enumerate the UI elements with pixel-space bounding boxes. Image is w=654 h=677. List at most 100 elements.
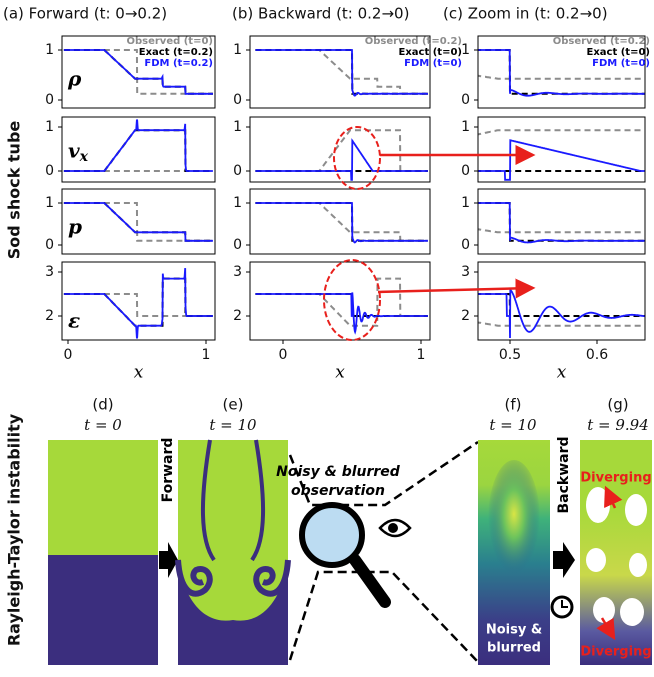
y-tick-label: 0 xyxy=(461,92,470,108)
curve xyxy=(255,203,428,241)
row-label: Rayleigh-Taylor instability xyxy=(5,413,24,646)
y-tick-label: 1 xyxy=(461,195,470,211)
column-title: (b) Backward (t: 0.2→0) xyxy=(232,5,409,23)
curve xyxy=(255,279,428,326)
panel-time: t = 10 xyxy=(209,416,257,434)
x-tick-label: 1 xyxy=(417,347,426,363)
curve xyxy=(255,294,428,316)
y-tick-label: 1 xyxy=(233,119,242,135)
legend-entry: FDM (t=0) xyxy=(404,58,462,69)
y-tick-label: 2 xyxy=(45,308,54,324)
curve xyxy=(255,203,428,243)
panel-label: (f) xyxy=(505,396,522,414)
diverging-label: Diverging xyxy=(580,645,651,660)
curve xyxy=(475,322,649,326)
variable-label: p xyxy=(68,215,82,239)
legend-entry: Observed (t=0.2) xyxy=(553,36,650,47)
curve xyxy=(475,290,649,338)
highlight xyxy=(334,127,380,189)
curve xyxy=(475,203,649,243)
legend-entry: Exact (t=0) xyxy=(587,47,650,58)
axes-frame xyxy=(478,262,645,340)
y-tick-label: 1 xyxy=(461,42,470,58)
forward-label: Forward xyxy=(160,438,176,503)
panel-time: t = 0 xyxy=(84,416,122,434)
axes-frame xyxy=(478,189,645,254)
fluid-bottom xyxy=(48,555,158,665)
panel-time: t = 10 xyxy=(489,416,537,434)
arrow xyxy=(553,542,575,578)
y-tick-label: 0 xyxy=(233,237,242,253)
y-tick-label: 0 xyxy=(45,92,54,108)
overlay-label: blurred xyxy=(487,641,541,656)
magnifier-handle xyxy=(355,560,385,602)
curve xyxy=(64,203,213,241)
legend-entry: Exact (t=0.2) xyxy=(139,47,213,58)
y-tick-label: 2 xyxy=(233,308,242,324)
y-tick-label: 1 xyxy=(45,42,54,58)
plume xyxy=(488,460,540,580)
variable-label: ρ xyxy=(67,67,82,91)
y-tick-label: 0 xyxy=(461,163,470,179)
y-tick-label: 0 xyxy=(233,92,242,108)
curve xyxy=(64,294,213,316)
curve xyxy=(64,203,213,241)
curve xyxy=(475,75,649,78)
variable-label: vx xyxy=(68,139,89,166)
curve xyxy=(255,203,428,241)
sod-panels: 01ρ01vx01p23ε01xObserved (t=0)Exact (t=0… xyxy=(45,36,650,383)
axes-frame xyxy=(250,262,430,340)
arrow xyxy=(159,542,178,578)
x-tick-label: 1 xyxy=(202,347,211,363)
variable-label: ε xyxy=(68,309,80,333)
observation-label: observation xyxy=(291,483,385,499)
row-label: Sod shock tube xyxy=(5,121,24,260)
x-axis-label: x xyxy=(335,363,345,383)
y-tick-label: 1 xyxy=(45,119,54,135)
axes-frame xyxy=(250,117,430,182)
y-tick-label: 1 xyxy=(233,42,242,58)
panel-time: t = 9.94 xyxy=(587,416,649,434)
legend-entry: Observed (t=0.2) xyxy=(365,36,462,47)
curve xyxy=(255,141,428,180)
axes-frame xyxy=(62,189,215,254)
fluid-top xyxy=(48,440,158,555)
clock-icon xyxy=(552,597,572,617)
legend-entry: Observed (t=0) xyxy=(126,36,213,47)
figure: (a) Forward (t: 0→0.2) (b) Backward (t: … xyxy=(0,0,654,677)
y-tick-label: 1 xyxy=(461,119,470,135)
column-title: (a) Forward (t: 0→0.2) xyxy=(3,5,167,23)
x-tick-label: 0.5 xyxy=(499,347,521,363)
x-tick-label: 0.6 xyxy=(586,347,608,363)
eye-pupil xyxy=(388,523,398,533)
legend-entry: FDM (t=0.2) xyxy=(144,58,213,69)
panel-label: (e) xyxy=(223,396,244,414)
panel-label: (d) xyxy=(92,396,113,414)
panel-label: (g) xyxy=(607,396,628,414)
legend-entry: FDM (t=0) xyxy=(592,58,650,69)
curve xyxy=(255,292,428,332)
y-tick-label: 2 xyxy=(461,308,470,324)
x-tick-label: 0 xyxy=(64,347,73,363)
curve xyxy=(475,140,649,180)
curve xyxy=(64,268,213,338)
curve xyxy=(475,130,649,135)
legend-entry: Exact (t=0) xyxy=(399,47,462,58)
y-tick-label: 3 xyxy=(233,264,242,280)
y-tick-label: 0 xyxy=(45,237,54,253)
y-tick-label: 1 xyxy=(233,195,242,211)
y-tick-label: 3 xyxy=(45,264,54,280)
backward-label: Backward xyxy=(556,436,572,513)
y-tick-label: 0 xyxy=(45,163,54,179)
curve xyxy=(475,203,649,241)
axes-frame xyxy=(478,117,645,182)
x-axis-label: x xyxy=(134,363,144,383)
y-tick-label: 0 xyxy=(461,237,470,253)
y-tick-label: 1 xyxy=(45,195,54,211)
curve xyxy=(64,279,213,326)
curve xyxy=(64,203,213,241)
magnifier xyxy=(302,505,362,565)
diverging-label: Diverging xyxy=(580,471,651,486)
x-tick-label: 0 xyxy=(279,347,288,363)
observation-label: Noisy & blurred xyxy=(276,464,401,480)
